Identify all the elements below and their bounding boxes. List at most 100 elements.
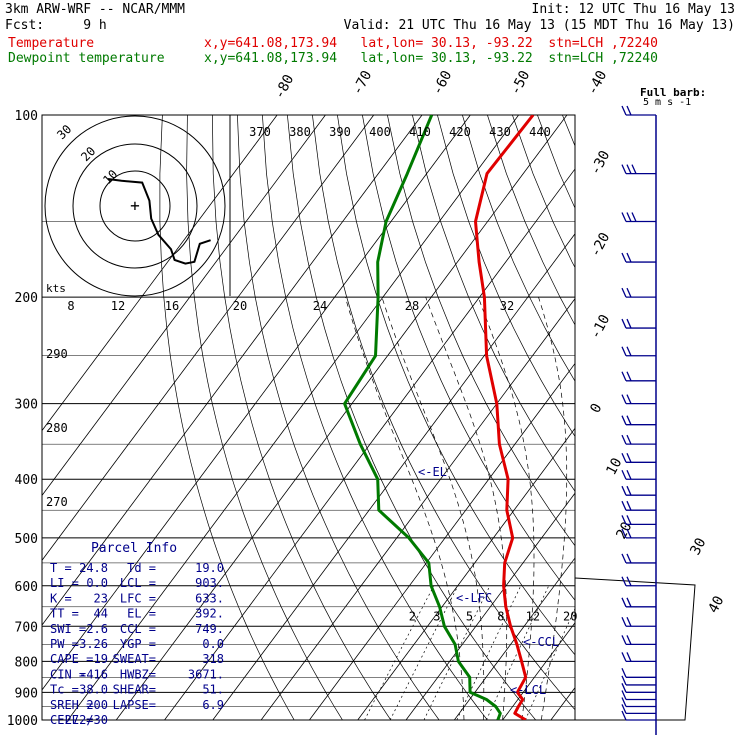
parcel-info-value: 3671.: [188, 667, 224, 681]
parcel-info-key: PW =: [50, 637, 79, 651]
isotherm-label: -30: [587, 148, 613, 178]
parcel-info-key: SWEAT=: [113, 652, 156, 666]
theta-label: 400: [369, 125, 391, 139]
wind-barb: [621, 652, 656, 663]
dry-adiabat: [159, 115, 295, 720]
pressure-label: 300: [15, 398, 38, 413]
hodograph-speed-label: 24: [313, 299, 327, 313]
parcel-info-value: 24.8: [79, 561, 108, 575]
isotherm-line: [648, 115, 740, 720]
header-init: Init: 12 UTC Thu 16 May 13: [531, 2, 736, 17]
wind-barb: [621, 697, 656, 708]
legend-dewpoint: Dewpoint temperature: [8, 51, 165, 66]
mixing-ratio-line: [389, 585, 459, 720]
parcel-info-key: LI =: [50, 576, 79, 590]
isotherm-line: [309, 362, 575, 720]
parcel-info-key: SREH =: [50, 698, 93, 712]
hodograph-speed-label: 12: [111, 299, 125, 313]
dry-adiabat: [662, 115, 740, 733]
dewpoint-curve: [343, 115, 502, 720]
dry-adiabat: [462, 115, 575, 382]
left-theta-label: 270: [46, 495, 68, 509]
parcel-info-value: 51.: [202, 683, 224, 697]
hodograph-speed-label: 8: [67, 299, 74, 313]
wind-barbs: Full barb:5 m s -1: [621, 86, 706, 735]
parcel-info-value: 200: [86, 698, 108, 712]
moist-adiabat: [344, 297, 465, 720]
parcel-info-value: 272/30: [65, 713, 108, 727]
theta-label: 390: [329, 125, 351, 139]
hodograph-ring-label: 10: [100, 167, 120, 187]
isotherm-label: -70: [349, 68, 375, 98]
dry-adiabat: [412, 115, 575, 492]
wind-barb: [621, 683, 656, 693]
dry-adiabat: [362, 115, 575, 601]
parcel-info-key: YGP =: [120, 637, 156, 651]
mixing-ratio-label: 3: [433, 609, 440, 623]
parcel-info-key: LAPSE=: [113, 698, 156, 712]
header-fcst: Fcst: 9 h: [5, 18, 107, 33]
dry-adiabat: [312, 115, 575, 711]
theta-label: 430: [489, 125, 511, 139]
isotherm-line: [42, 115, 471, 691]
isotherm-line: [42, 115, 278, 432]
mixing-ratio-label: 5: [466, 609, 473, 623]
hodograph-ring: [72, 143, 198, 269]
dry-adiabat: [212, 115, 392, 720]
wind-barb: [621, 415, 656, 426]
parcel-level-marker: <-LFC: [456, 591, 492, 605]
isotherm-label: -40: [584, 68, 610, 98]
chart-grid: [41, 114, 740, 733]
mixing-ratio-label: 12: [526, 609, 540, 623]
pressure-label: 400: [15, 473, 38, 488]
barb-note: Full barb:: [640, 86, 706, 99]
theta-label: 380: [289, 125, 311, 139]
isotherm-line: [453, 557, 575, 720]
mixing-ratio-line: [423, 585, 491, 720]
parcel-info-value: 2.6: [86, 622, 108, 636]
parcel-info-value: 0.0: [202, 637, 224, 651]
isotherm-line: [599, 115, 740, 720]
mixing-ratio-label: 8: [497, 609, 504, 623]
hodograph-speed-label: 16: [165, 299, 179, 313]
left-theta-label: 290: [46, 347, 68, 361]
theta-label: 420: [449, 125, 471, 139]
wind-barb: [621, 500, 656, 511]
mixing-ratio-label: 20: [563, 609, 577, 623]
parcel-info-key: K =: [50, 591, 72, 605]
wind-barb: [621, 704, 656, 714]
left-theta-label: 280: [46, 421, 68, 435]
isotherm-label: -20: [587, 230, 613, 260]
dry-adiabat: [337, 115, 575, 656]
isotherm-label: 10: [603, 455, 625, 477]
parcel-level-marker: <-LCL: [510, 683, 546, 697]
pressure-label: 500: [15, 532, 38, 547]
pressure-label: 700: [15, 620, 38, 635]
isotherm-label: -80: [271, 72, 297, 102]
wind-barb: [621, 164, 656, 175]
wind-barb: [621, 105, 656, 116]
hodograph-ring-label: 30: [54, 122, 74, 142]
parcel-info-key: LCL =: [120, 576, 156, 590]
wind-barb: [621, 515, 656, 526]
wind-barb: [621, 287, 656, 298]
isotherm-line: [115, 115, 568, 720]
pressure-label: 1000: [7, 714, 38, 729]
dry-adiabat: [687, 115, 740, 733]
hodograph-speed-label: 28: [405, 299, 419, 313]
wind-barb: [621, 553, 656, 564]
barb-note-units: 5 m s -1: [643, 97, 691, 108]
hodograph-ring-label: 20: [78, 144, 98, 164]
wind-barb: [621, 528, 656, 539]
isotherm-line: [405, 492, 575, 720]
parcel-info-key: SWI =: [50, 622, 86, 636]
isotherm-line: [42, 115, 375, 561]
wind-barb: [621, 485, 656, 496]
parcel-info-value: 392.: [195, 607, 224, 621]
parcel-info-value: 633.: [195, 591, 224, 605]
pressure-label: 800: [15, 655, 38, 670]
wind-barb: [621, 371, 656, 382]
parcel-info-value: 44: [94, 607, 108, 621]
